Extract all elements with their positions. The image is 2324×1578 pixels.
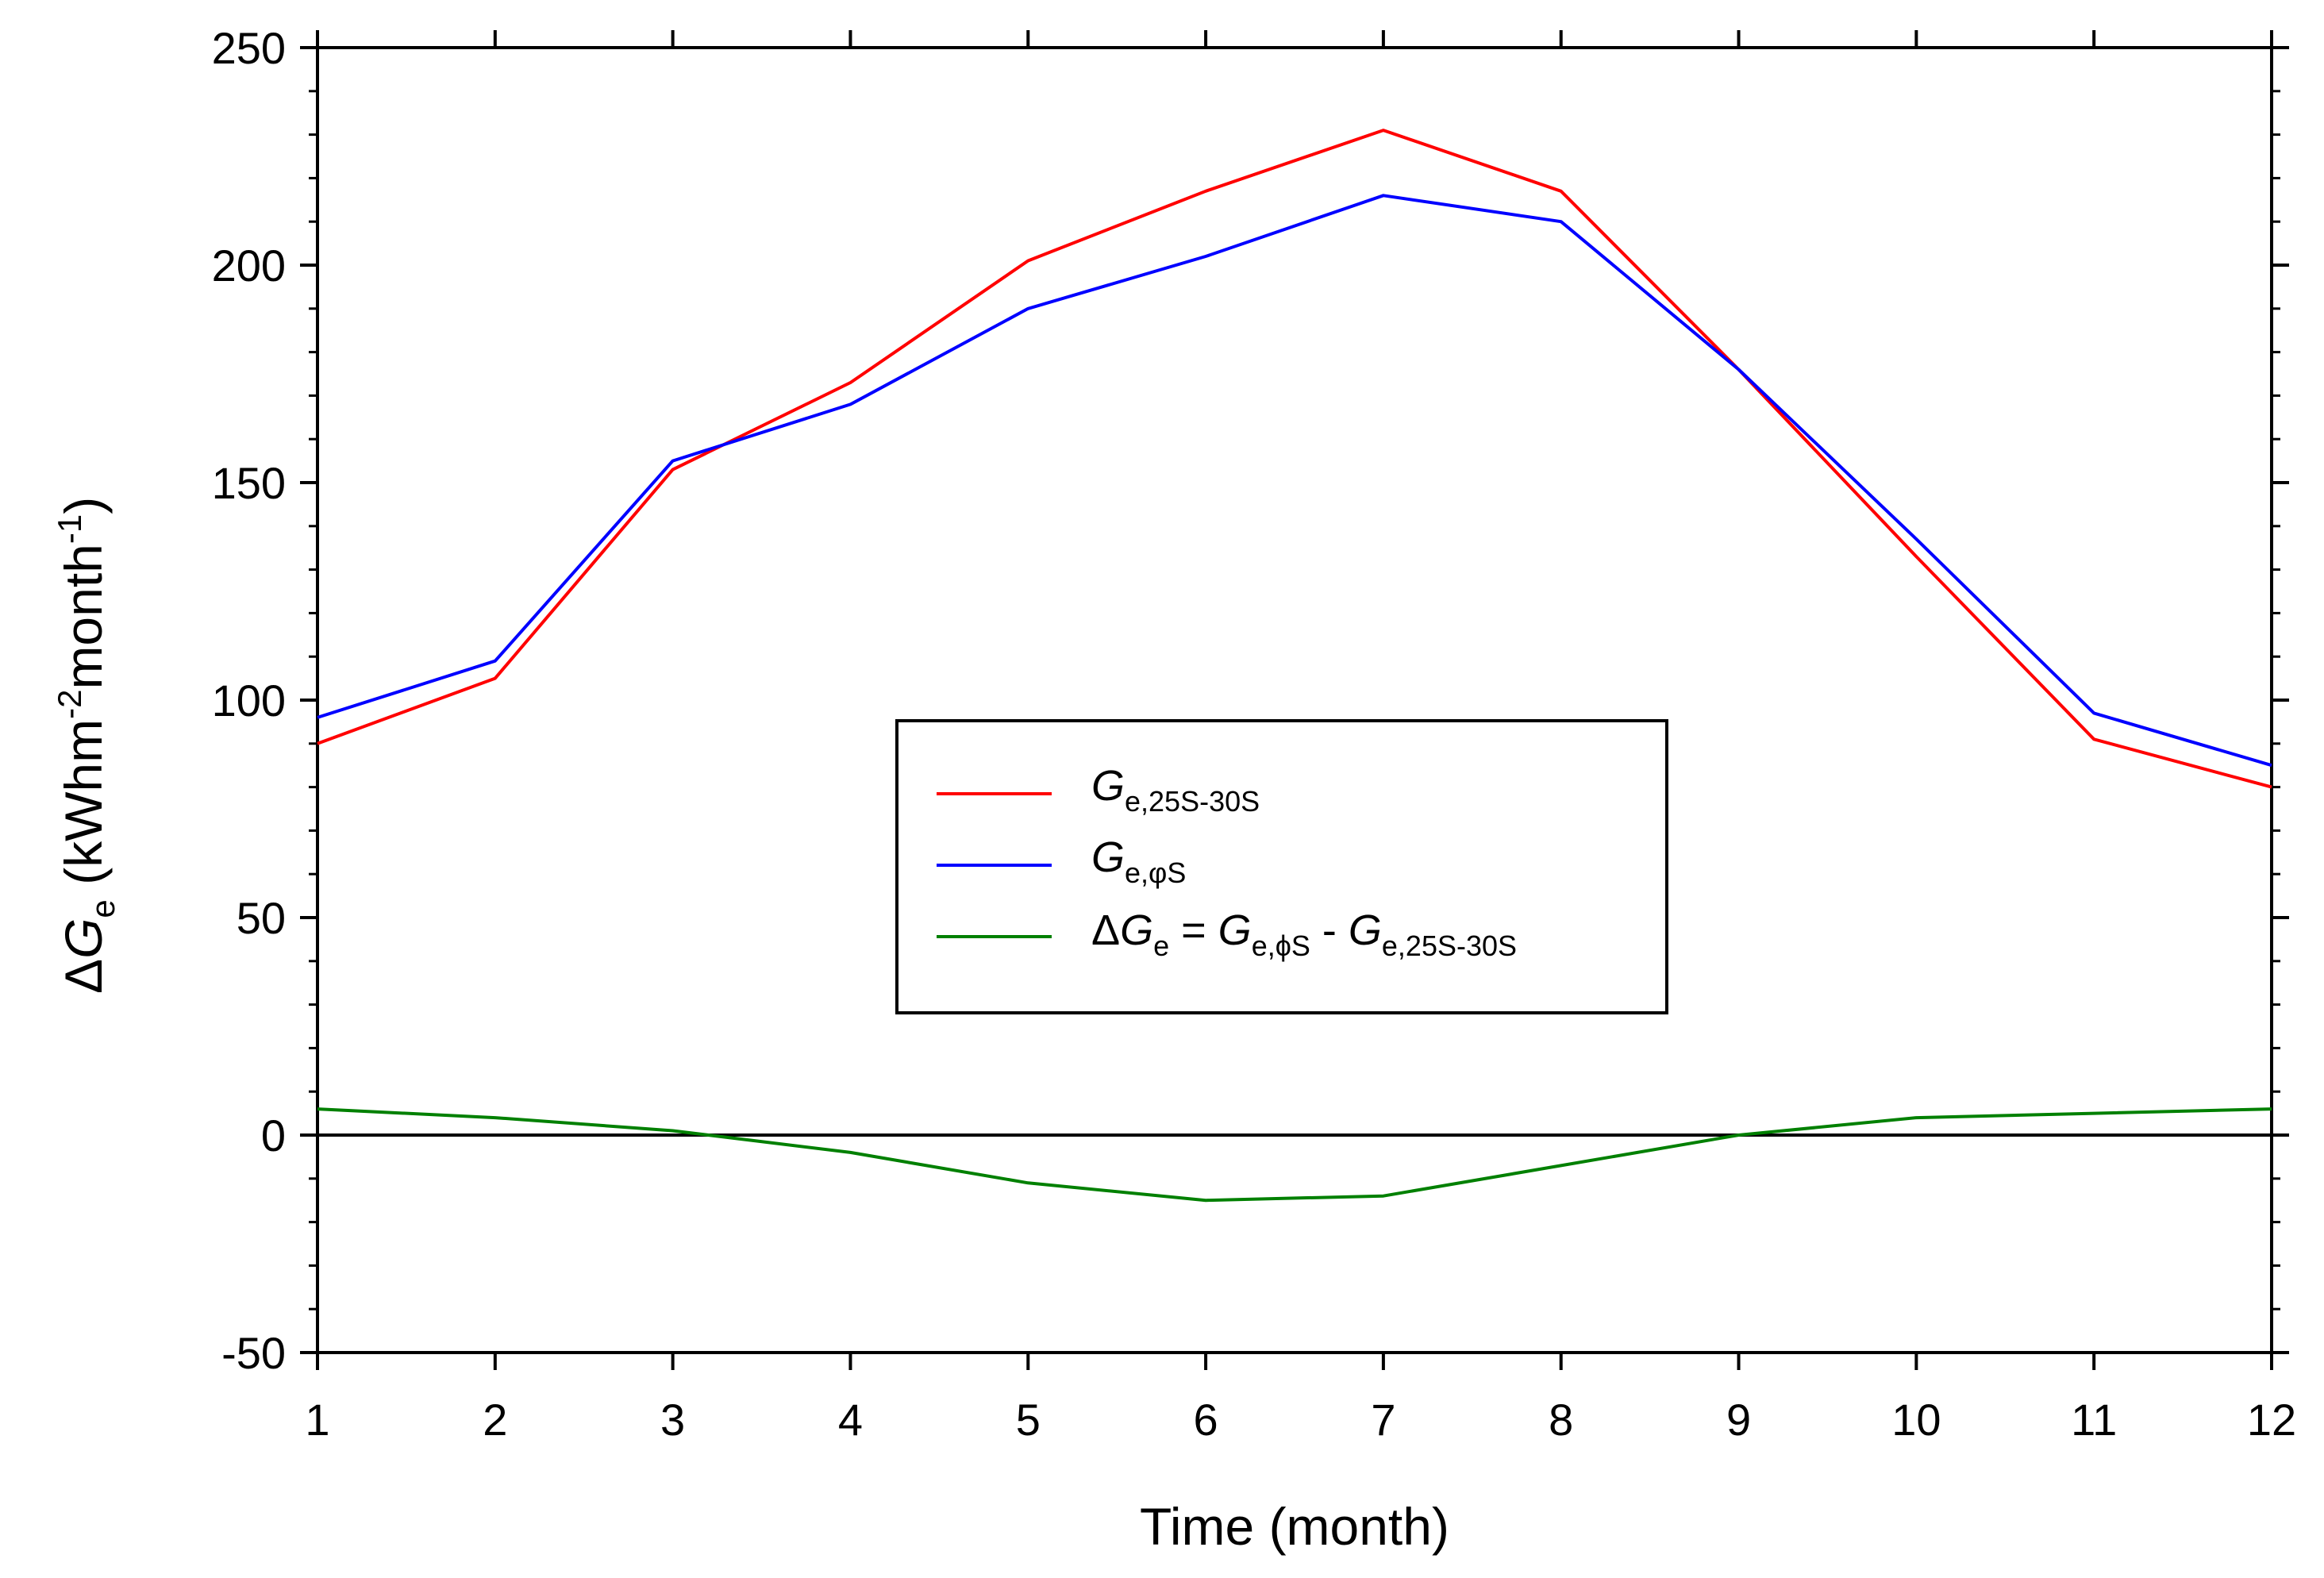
plot-area [316, 46, 2273, 1354]
y-tick-label: 250 [212, 23, 286, 73]
series-lines [317, 129, 2272, 1203]
x-tick-label: 4 [838, 1395, 863, 1445]
x-axis: 1 2 3 4 5 6 7 8 9 10 11 12 [305, 30, 2296, 1445]
x-tick-label: 6 [1194, 1395, 1218, 1445]
legend-label-gphi: Ge,φS [1091, 833, 1186, 889]
x-tick-label: 7 [1371, 1395, 1395, 1445]
x-tick-label: 10 [1891, 1395, 1941, 1445]
legend-label-delta: ΔGe = Ge,ϕS - Ge,25S-30S [1091, 906, 1517, 962]
x-tick-label: 12 [2247, 1395, 2296, 1445]
y-tick-label: 200 [212, 241, 286, 291]
series-line-gphi [317, 194, 2272, 768]
y-tick-label: -50 [221, 1328, 286, 1378]
x-tick-label: 11 [2071, 1395, 2117, 1445]
x-tick-label: 2 [483, 1395, 507, 1445]
x-tick-label: 8 [1549, 1395, 1573, 1445]
y-tick-label: 50 [237, 893, 286, 943]
y-axis: -50 0 50 100 150 200 250 [212, 23, 2289, 1378]
legend-label-g25: Ge,25S-30S [1091, 762, 1260, 818]
x-tick-label: 9 [1726, 1395, 1751, 1445]
x-axis-title: Time (month) [1140, 1497, 1449, 1556]
x-tick-label: 5 [1016, 1395, 1041, 1445]
y-axis-title: ΔGe (kWhm-2month-1) [51, 497, 121, 994]
series-line-g25 [317, 129, 2272, 789]
y-tick-label: 100 [212, 675, 286, 725]
y-tick-label: 150 [212, 458, 286, 508]
x-tick-label: 3 [660, 1395, 685, 1445]
plot-frame [316, 46, 2273, 1354]
y-tick-label: 0 [261, 1110, 286, 1160]
x-tick-label: 1 [305, 1395, 329, 1445]
legend: Ge,25S-30S Ge,φS ΔGe = Ge,ϕS - Ge,25S-30… [895, 719, 1668, 1014]
series-line-delta [317, 1107, 2272, 1203]
